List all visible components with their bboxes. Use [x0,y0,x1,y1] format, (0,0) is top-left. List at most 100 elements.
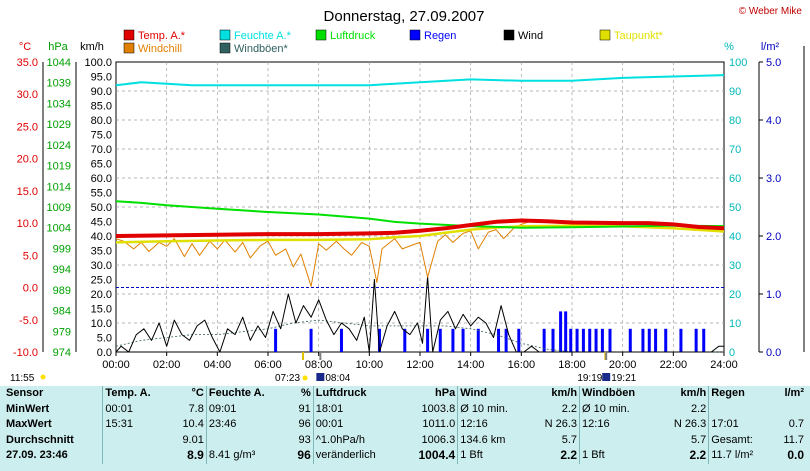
pressure-tick-label: 1039 [47,78,71,90]
legend-label: Regen [424,30,456,42]
stats-cell: 1011.0 [422,418,456,431]
humidity-tick-label: 60 [729,173,741,185]
series-line-luftdruck [115,200,725,229]
rain-bar [309,328,313,352]
rain-tick-label: 4.0 [766,115,781,127]
pressure-tick-label: 994 [53,264,71,276]
stats-cell: 11.7 [783,433,804,446]
series-line-feuchte-a [115,74,725,87]
sunrise-time: 07:23 [275,373,300,384]
stats-cell: 96 [298,418,311,431]
legend-swatch [123,29,135,41]
series-lines [115,74,725,353]
x-tick-label: 00:00 [102,359,130,371]
wind-tick-label: 10.0 [91,318,112,330]
pressure-tick-label: 1029 [47,119,71,131]
rain-tick-label: 2.0 [766,231,781,243]
weather-chart: Donnerstag, 27.09.2007 © Weber Mike °C h… [10,6,805,384]
legend-swatch [219,29,231,41]
humidity-tick-label: 40 [729,231,741,243]
legend-label: Temp. A.* [138,30,186,42]
rain-tick-label: 3.0 [766,173,781,185]
legend-label: Wind [518,30,543,42]
stats-cell: Ø 10 min. [457,401,530,418]
x-axis: 00:00 02:00 04:00 06:00 08:00 10:00 12:00 14:00… [102,352,738,371]
wind-tick-label: 90.0 [91,86,112,98]
stats-header-pressure: Luftdruck [312,386,402,402]
rain-bar [588,328,592,352]
moon-icon [316,373,325,381]
temp-unit-label: °C [19,41,31,53]
stats-cell: ^1.0hPa/h [312,432,402,449]
wind-tick-label: 50.0 [91,202,112,214]
stats-header-temp-unit: °C [191,387,204,399]
stats-header-gusts-unit: km/h [680,387,707,399]
stats-header-humidity: Feuchte A. [205,386,289,402]
stats-header-rain: Regen [708,386,773,402]
wind-tick-label: 5.0 [97,333,112,345]
rain-bar [647,328,651,352]
stats-cell [102,448,171,464]
stats-cell: 93 [298,433,311,446]
rain-bar [694,328,698,352]
rain-bar [551,328,555,352]
stats-cell: N 26.3 [673,418,707,431]
rain-tick-label: 5.0 [766,57,781,69]
now-time: 11:55 [10,373,35,384]
stats-header-wind-unit: km/h [551,387,578,399]
stats-header-gusts: Windböen [579,386,659,402]
wind-tick-label: 40.0 [91,231,112,243]
rain-bar [594,328,598,352]
rain-bar [702,328,706,352]
legend-label: Windchill [138,43,182,55]
pressure-tick-label: 1034 [47,98,71,110]
rain-bar [664,328,668,352]
wind-tick-label: 30.0 [91,260,112,272]
temp-tick-label: -5.0 [19,315,38,327]
temp-tick-label: 30.0 [17,89,38,101]
rain-bar [377,328,381,352]
rain-bar [274,328,278,352]
stats-table: Sensor Temp. A. °C Feuchte A. % Luftdruc… [4,386,806,464]
wind-tick-label: 0.0 [97,347,112,359]
rain-bar [438,328,442,352]
stats-cell: 10.4 [182,418,204,431]
series-line-windchill [115,221,725,287]
x-tick-label: 20:00 [609,359,637,371]
humidity-tick-label: 0 [729,347,735,359]
pressure-tick-label: 1019 [47,161,71,173]
humidity-tick-label: 90 [729,86,741,98]
x-tick-label: 18:00 [558,359,586,371]
sun-icon [40,374,46,380]
stats-cell: 5.7 [690,433,707,446]
copyright-label: © Weber Mike [739,6,803,17]
wind-tick-label: 55.0 [91,188,112,200]
stats-header-wind: Wind [457,386,530,402]
stats-cell: Ø 10 min. [579,401,659,418]
pressure-tick-label: 1014 [47,181,71,193]
pressure-unit-label: hPa [48,41,68,53]
humidity-tick-label: 10 [729,318,741,330]
rain-bar [426,328,430,352]
stats-cell: 5.7 [561,433,578,446]
stats-cell [205,432,289,449]
stats-cell: 11.7 l/m² [708,448,773,464]
stats-cell: 91 [298,402,311,415]
rain-bar [559,311,563,352]
temp-tick-label: 5.0 [23,250,38,262]
humidity-tick-label: 50 [729,202,741,214]
pressure-tick-label: 974 [53,347,71,359]
x-tick-label: 10:00 [356,359,384,371]
stats-cell: 0.0 [787,448,804,463]
pressure-tick-label: 1044 [47,57,71,69]
rain-bar [476,328,480,352]
x-tick-label: 06:00 [254,359,282,371]
pressure-tick-label: 999 [53,243,71,255]
rain-bar [451,328,455,352]
stats-row-label: MinWert [6,402,50,415]
wind-tick-label: 20.0 [91,289,112,301]
rain-bar [575,328,579,352]
stats-cell [708,401,773,418]
moon-icon [602,373,611,381]
rain-bar [403,328,407,352]
